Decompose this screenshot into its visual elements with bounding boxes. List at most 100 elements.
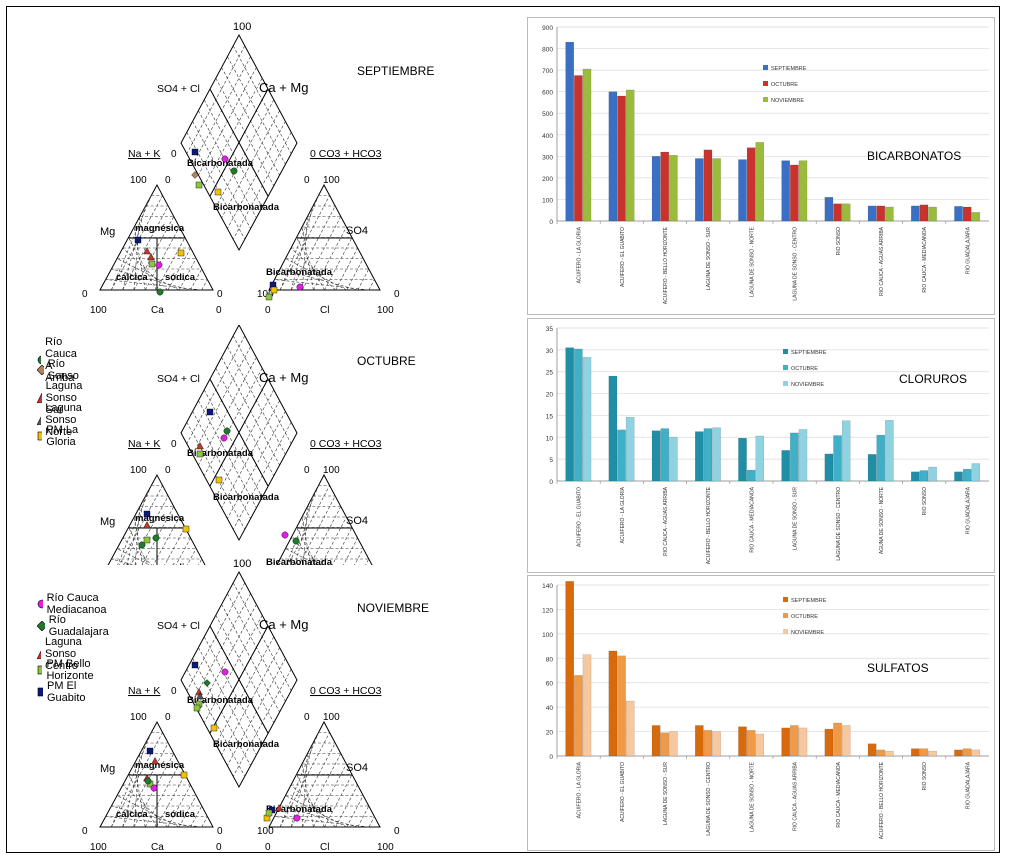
sample-marker xyxy=(144,777,152,785)
grid-line xyxy=(122,247,169,291)
chart-legend-label: OCTUBRE xyxy=(791,614,818,620)
bar xyxy=(582,654,592,757)
y-tick-label: 800 xyxy=(542,47,553,54)
zero-label: 0 xyxy=(394,826,400,837)
bar xyxy=(798,727,808,757)
bar xyxy=(695,725,704,757)
sample-marker xyxy=(147,253,155,261)
legend-item: PM El Guabito xyxy=(37,680,90,704)
chart-legend-label: NOVIEMBRE xyxy=(771,98,804,104)
x-tick-label: RIO SONSO xyxy=(836,227,842,255)
bar xyxy=(833,722,842,757)
legend-label: Laguna Sonso Sur xyxy=(45,380,83,416)
bar xyxy=(824,728,834,757)
bar xyxy=(841,420,851,482)
x-tick-label: RIO CAUCA - AGUAS ARRIBA xyxy=(663,486,669,556)
legend-marker-icon xyxy=(37,687,43,697)
na-k-label: Na + K xyxy=(128,685,160,697)
legend-label: Laguna Sonso Centro xyxy=(44,636,82,672)
grid-line xyxy=(105,816,202,828)
x-tick-label: LAGUNA DE SONSO - NORTE xyxy=(749,226,755,297)
bar xyxy=(574,675,583,757)
legend-label: PM La Gloria xyxy=(46,424,79,448)
grid-line xyxy=(117,485,152,565)
legend-item: PM Bello Horizonte xyxy=(37,658,98,682)
sample-marker xyxy=(177,249,185,257)
label-100: 100 xyxy=(130,175,147,186)
y-tick-label: 40 xyxy=(546,705,554,712)
bar xyxy=(790,164,799,222)
grid-line xyxy=(320,516,347,565)
bar xyxy=(746,469,756,482)
co3-hco3-label: 0 CO3 + HCO3 xyxy=(310,685,382,697)
bar xyxy=(919,470,929,482)
x-tick-label: ACUIFERO - EL GUABITO xyxy=(620,227,626,287)
bar xyxy=(738,726,747,757)
legend-label: Río Cauca A Arriba xyxy=(45,336,77,384)
legend-swatch xyxy=(783,365,788,370)
zero-label: 0 xyxy=(394,579,400,590)
bar xyxy=(790,725,799,757)
x-tick-label: RIO GUADALAJARA xyxy=(965,761,971,809)
bar xyxy=(833,203,842,222)
ca-label: Ca xyxy=(151,595,164,606)
zero-label: 0 xyxy=(216,842,222,853)
label-100: 100 xyxy=(257,579,274,590)
bar xyxy=(651,156,661,222)
sample-marker xyxy=(221,155,229,163)
bar xyxy=(746,147,756,222)
piper-top-label: 100 xyxy=(233,21,251,33)
bar xyxy=(790,432,799,482)
chart-legend-label: NOVIEMBRE xyxy=(791,630,824,636)
y-tick-label: 0 xyxy=(549,479,553,486)
bar xyxy=(625,89,635,222)
bar xyxy=(876,434,886,482)
bar xyxy=(867,454,877,482)
zero-label: 0 xyxy=(171,686,177,697)
so4-label: SO4 xyxy=(346,225,368,237)
magnesica-label: magnésica xyxy=(135,513,185,524)
bar xyxy=(841,725,851,757)
grid-line xyxy=(111,195,163,291)
y-tick-label: 100 xyxy=(542,632,553,639)
bar xyxy=(962,748,972,757)
bar xyxy=(867,743,877,757)
bar xyxy=(703,428,713,482)
bar xyxy=(781,727,790,757)
legend-item: Laguna Sonso Sur xyxy=(37,380,88,416)
grid-line xyxy=(122,205,146,291)
bar xyxy=(876,749,886,757)
grid-line xyxy=(106,570,202,581)
label-100: 100 xyxy=(323,465,340,476)
zero-label: 0 xyxy=(82,826,88,837)
label-100: 100 xyxy=(90,842,107,853)
grid-line xyxy=(122,784,169,828)
sample-marker xyxy=(275,804,283,812)
bar xyxy=(617,95,626,222)
grid-line xyxy=(279,558,304,565)
legend-label: Laguna Sonso Norte xyxy=(45,402,82,438)
bar xyxy=(669,437,678,482)
sample-marker xyxy=(296,283,304,291)
zero-label: 0 xyxy=(165,175,171,186)
bar xyxy=(651,430,661,482)
bar xyxy=(954,206,963,222)
sample-marker xyxy=(281,531,289,539)
legend-marker-icon xyxy=(37,431,43,441)
calcica-label: cálcica xyxy=(116,562,148,573)
zero-label: 0 xyxy=(304,175,310,186)
ca-label: Ca xyxy=(151,305,164,316)
sample-marker xyxy=(180,771,188,779)
grid-line xyxy=(122,742,146,828)
diamond-divider xyxy=(209,88,269,197)
bicarbonatada-label: Bicarbonatada xyxy=(187,448,254,459)
zero-label: 0 xyxy=(265,305,271,316)
grid-line xyxy=(133,216,175,291)
legend-marker-icon xyxy=(37,365,44,375)
chart-legend-label: SEPTIEMBRE xyxy=(791,350,827,356)
bar xyxy=(971,749,981,757)
grid-line xyxy=(126,495,146,565)
legend-marker-icon xyxy=(37,599,43,609)
x-tick-label: AGUNA DE SONSO - NORTE xyxy=(879,486,885,554)
x-tick-label: RIO CAUCA - MEDIACANOA xyxy=(922,226,928,292)
